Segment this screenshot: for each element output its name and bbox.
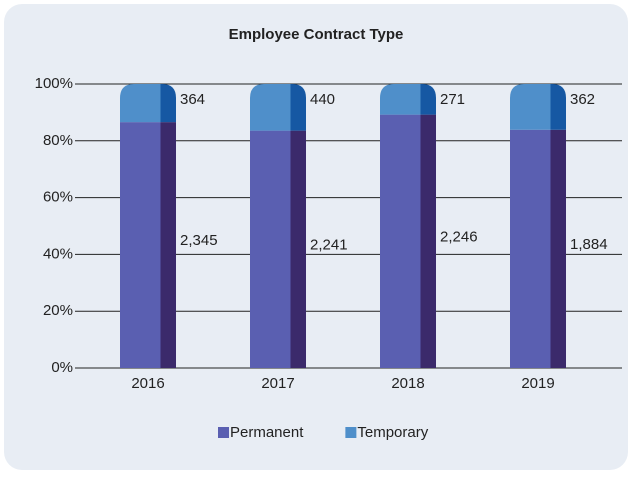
legend-label: Permanent (230, 424, 304, 441)
data-label: 2,345 (180, 232, 218, 249)
y-tick-label: 60% (43, 189, 73, 206)
chart-title: Employee Contract Type (229, 26, 404, 43)
data-label: 440 (310, 91, 335, 108)
data-label: 362 (570, 91, 595, 108)
x-tick-label: 2018 (391, 375, 424, 392)
legend-swatch (345, 427, 357, 438)
x-tick-label: 2017 (261, 375, 294, 392)
data-label: 1,884 (570, 236, 608, 253)
bar-segment (380, 84, 436, 115)
y-tick-label: 0% (51, 359, 73, 376)
bar-segment (120, 122, 176, 368)
y-tick-label: 20% (43, 302, 73, 319)
bar-segment (250, 130, 306, 368)
bar-segment (250, 84, 306, 131)
data-label: 2,246 (440, 228, 478, 245)
x-tick-label: 2016 (131, 375, 164, 392)
bar-segment (380, 114, 436, 369)
legend-swatch (218, 427, 229, 438)
data-label: 364 (180, 91, 205, 108)
bar-segment (510, 84, 566, 130)
bar-segment (120, 84, 176, 123)
data-label: 2,241 (310, 236, 348, 253)
y-tick-label: 80% (43, 132, 73, 149)
bar-segment (510, 129, 566, 368)
y-tick-label: 40% (43, 245, 73, 262)
legend-label: Temporary (357, 424, 428, 441)
x-tick-label: 2019 (521, 375, 554, 392)
data-label: 271 (440, 91, 465, 108)
y-tick-label: 100% (35, 75, 73, 92)
